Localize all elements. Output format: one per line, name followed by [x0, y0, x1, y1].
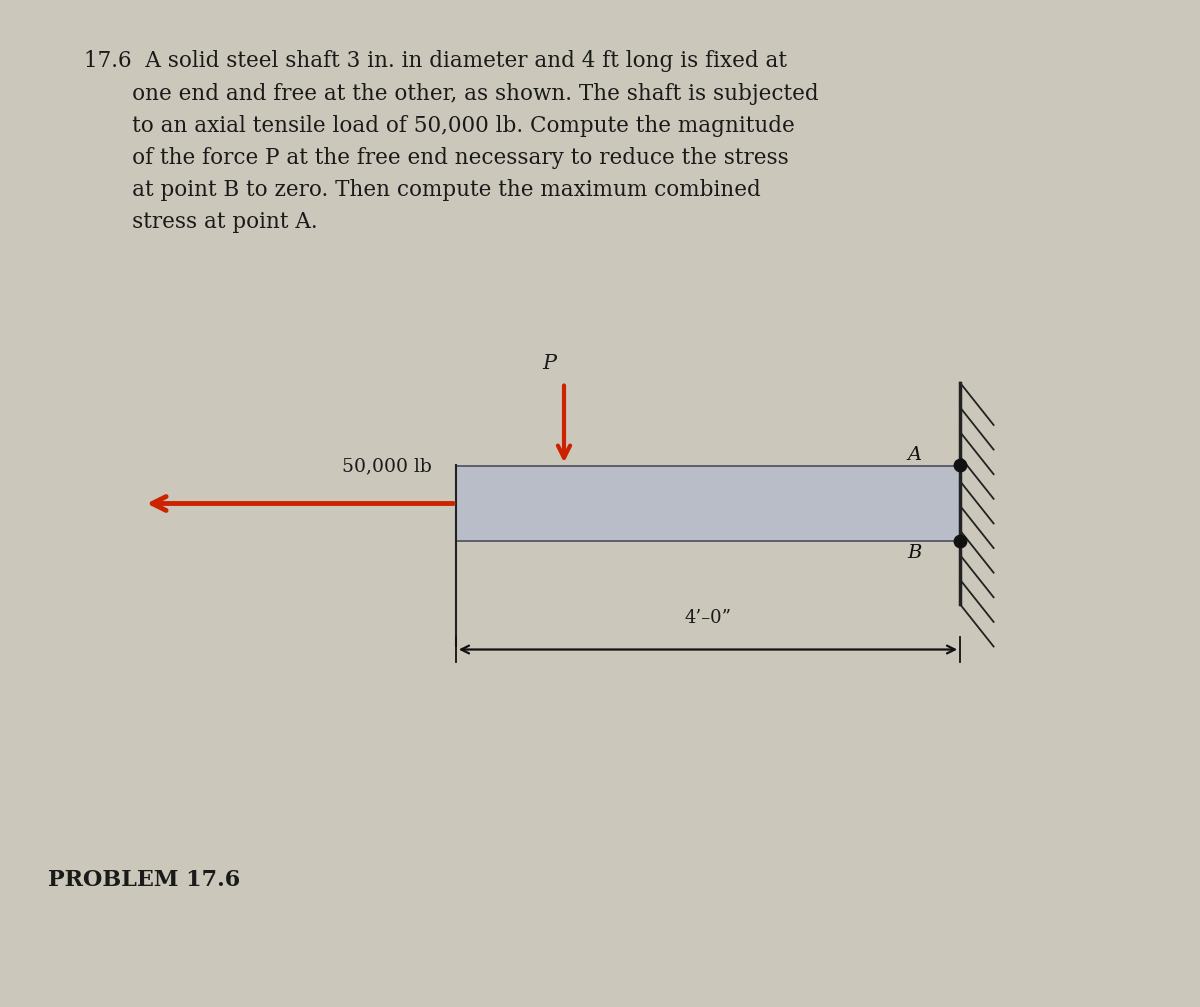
- Text: 4’–0”: 4’–0”: [684, 609, 732, 627]
- Text: A: A: [907, 446, 922, 464]
- Text: B: B: [907, 544, 922, 562]
- Text: PROBLEM 17.6: PROBLEM 17.6: [48, 869, 240, 891]
- Text: 17.6  A solid steel shaft 3 in. in diameter and 4 ft long is fixed at
       one: 17.6 A solid steel shaft 3 in. in diamet…: [84, 50, 818, 234]
- Bar: [456, 466, 960, 542]
- Text: P: P: [542, 353, 557, 373]
- Text: 50,000 lb: 50,000 lb: [342, 457, 432, 475]
